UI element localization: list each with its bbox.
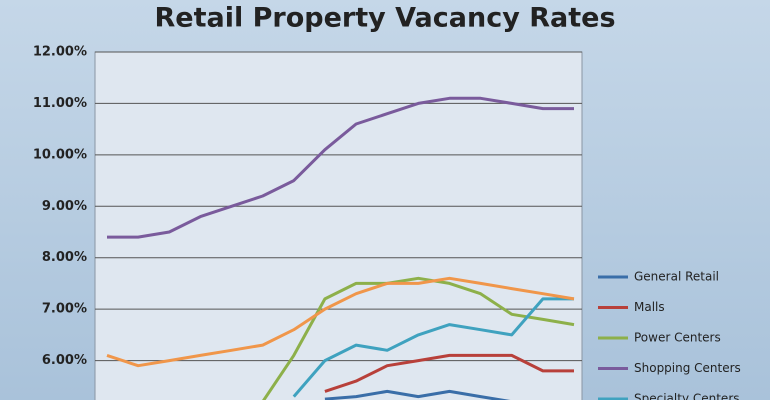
series-line bbox=[106, 276, 575, 368]
y-tick-label: 7.00% bbox=[42, 302, 87, 317]
plot-area bbox=[94, 51, 583, 400]
series-line bbox=[107, 96, 574, 239]
series-line bbox=[324, 389, 511, 400]
series-line bbox=[292, 297, 574, 398]
y-tick-label: 6.00% bbox=[42, 353, 87, 368]
legend-label: Power Centers bbox=[634, 331, 721, 345]
legend-label: General Retail bbox=[634, 270, 719, 284]
series-line bbox=[324, 353, 574, 393]
legend-label: Specialty Centers bbox=[634, 392, 740, 400]
chart-title: Retail Property Vacancy Rates bbox=[154, 3, 615, 34]
y-tick-label: 9.00% bbox=[42, 199, 87, 214]
y-tick-label: 10.00% bbox=[33, 147, 87, 162]
legend-label: Malls bbox=[634, 300, 665, 314]
legend-label: Shopping Centers bbox=[634, 361, 741, 375]
y-tick-label: 8.00% bbox=[42, 250, 87, 265]
y-tick-label: 11.00% bbox=[33, 96, 87, 111]
y-tick-label: 12.00% bbox=[33, 45, 87, 60]
